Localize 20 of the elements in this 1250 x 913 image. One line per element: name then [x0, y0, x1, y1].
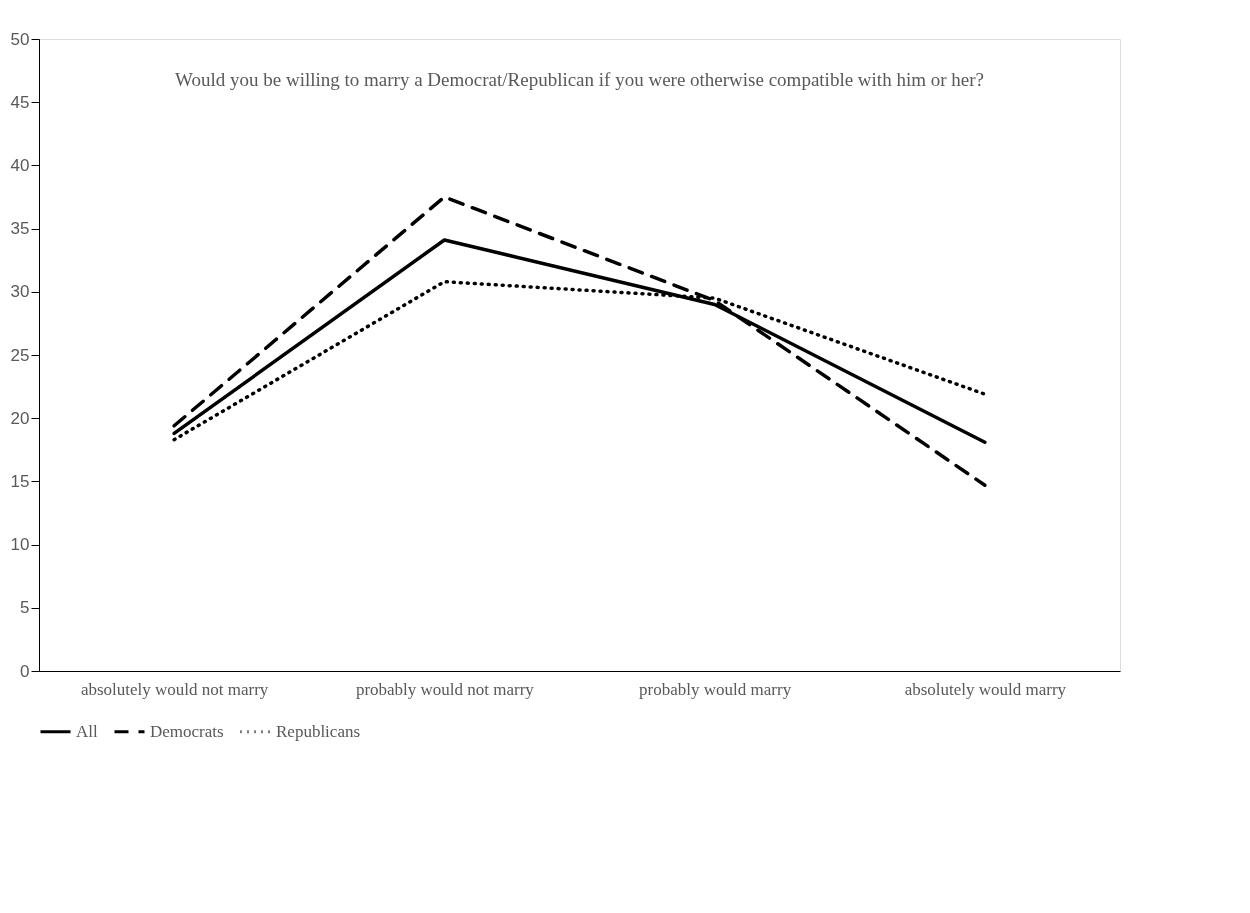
y-tick-label: 0 [20, 661, 30, 681]
text: Would you be willing to marry a Democrat/Republican if you were otherwise compatible with him or her? [175, 69, 984, 90]
y-tick-label: 5 [20, 598, 30, 618]
y-tick-label: 40 [10, 155, 30, 175]
y-tick-label: 25 [10, 345, 30, 365]
y-tick-label: 10 [10, 535, 30, 555]
y-tick-label: 50 [10, 29, 30, 49]
legend-label: Republicans [276, 721, 361, 741]
line-series [172, 195, 987, 487]
legend-label: All [76, 721, 98, 741]
y-tick-label: 20 [10, 408, 30, 428]
x-tick-label: probably would not marry [355, 679, 535, 699]
y-tick-label: 30 [10, 282, 30, 302]
y-tick-label: 15 [10, 471, 30, 491]
y-tick-label: 45 [10, 92, 30, 112]
x-tick-label: absolutely would not marry [80, 679, 269, 699]
x-tick-label: probably would marry [639, 679, 792, 699]
y-tick-label: 35 [10, 219, 30, 239]
legend-label: Democrats [150, 721, 224, 741]
x-tick-label: absolutely would marry [904, 679, 1067, 699]
